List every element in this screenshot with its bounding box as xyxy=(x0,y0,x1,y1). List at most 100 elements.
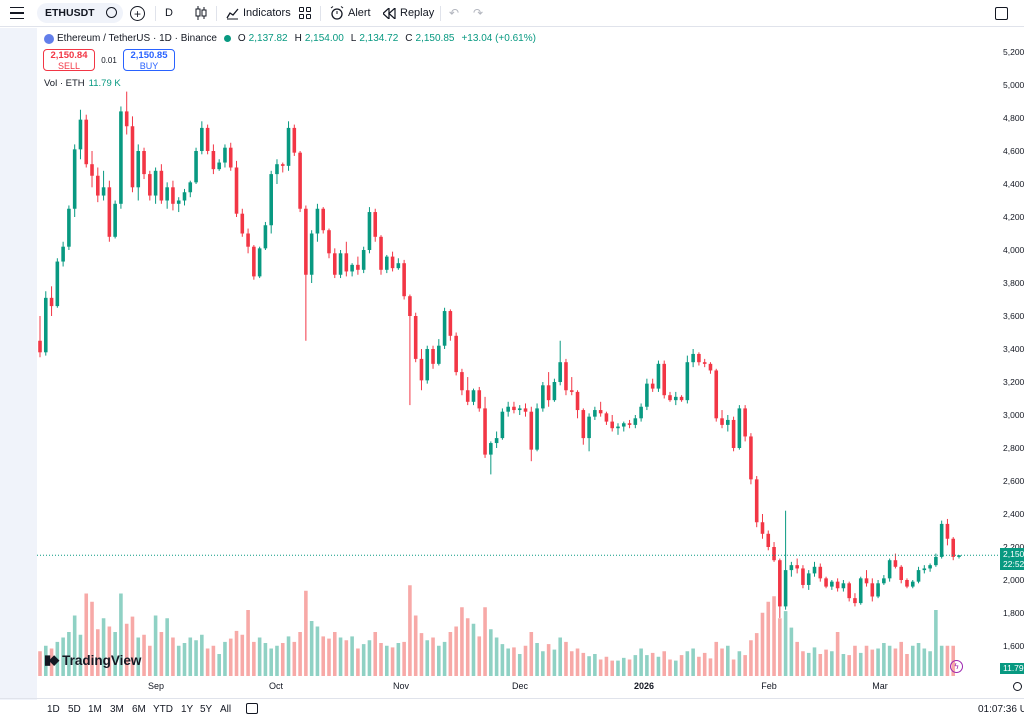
candle-body xyxy=(408,296,412,316)
candle xyxy=(708,362,713,374)
candle xyxy=(240,208,245,237)
range-button-all[interactable]: All xyxy=(220,704,232,715)
volume-bar xyxy=(673,660,678,676)
candle-body xyxy=(893,560,898,567)
volume-bar xyxy=(639,648,643,676)
candle xyxy=(350,263,354,277)
volume-bar xyxy=(460,607,464,676)
tradingview-logo[interactable]: ▮◆ TradingView xyxy=(44,652,141,668)
volume-bar xyxy=(257,637,262,676)
range-button-1m[interactable]: 1M xyxy=(88,704,102,715)
volume-bar xyxy=(367,640,372,676)
buy-button[interactable]: 2,150.85 BUY xyxy=(123,49,175,71)
volume-bar xyxy=(350,636,354,676)
candle xyxy=(506,401,510,417)
volume-bar xyxy=(217,654,221,676)
candle-body xyxy=(506,406,510,412)
candle xyxy=(321,207,326,234)
candle xyxy=(292,124,297,156)
volume-bar xyxy=(743,655,747,676)
candle-body xyxy=(321,208,326,231)
axis-settings-icon[interactable] xyxy=(1013,682,1022,691)
candle xyxy=(494,431,499,448)
volume-bar xyxy=(275,645,279,676)
candle xyxy=(616,423,620,435)
volume-bar xyxy=(298,632,302,676)
volume-bar xyxy=(864,645,869,676)
volume-bar xyxy=(465,618,470,676)
range-button-1y[interactable]: 1Y xyxy=(181,704,194,715)
date-range-icon[interactable] xyxy=(246,703,258,714)
sell-price: 2,150.84 xyxy=(50,50,88,61)
candle-body xyxy=(598,410,603,414)
price-axis[interactable]: 5,200 5,000 4,800 4,600 4,400 4,200 4,000 3,800… xyxy=(1000,28,1024,678)
candle-body xyxy=(697,353,701,363)
symbol-search-button[interactable]: ETHUSDT xyxy=(37,3,123,23)
candle xyxy=(766,530,771,551)
menu-icon[interactable] xyxy=(10,7,24,19)
layout-icon[interactable] xyxy=(299,7,311,19)
buy-label: BUY xyxy=(139,61,159,71)
range-button-3m[interactable]: 3M xyxy=(110,704,124,715)
candle xyxy=(853,593,857,607)
candle-body xyxy=(188,182,193,193)
candle-body xyxy=(124,111,129,127)
time-axis[interactable]: Sep Oct Nov Dec 2026 Feb Mar xyxy=(37,678,1000,698)
candle-body xyxy=(581,410,586,439)
volume-bar xyxy=(361,644,366,676)
volume-bar xyxy=(506,648,510,676)
fullscreen-icon[interactable] xyxy=(995,7,1008,20)
range-button-5y[interactable]: 5Y xyxy=(200,704,213,715)
candle-body xyxy=(344,253,349,272)
replay-button[interactable]: Replay xyxy=(383,3,434,23)
candle-body xyxy=(263,225,268,249)
candle-body xyxy=(864,578,869,584)
candle-body xyxy=(240,213,245,234)
volume-bar xyxy=(494,637,499,676)
candle-body xyxy=(760,522,765,534)
candle xyxy=(119,106,123,209)
volume-legend[interactable]: Vol · ETH 11.79 K xyxy=(44,78,121,89)
time-axis-label: Oct xyxy=(268,681,284,691)
candle xyxy=(315,203,320,242)
bolt-icon[interactable]: ϟ xyxy=(950,660,963,673)
add-symbol-icon[interactable]: + xyxy=(130,6,145,21)
interval-button[interactable]: D xyxy=(165,3,173,23)
candle xyxy=(824,576,828,589)
candle-body xyxy=(159,170,164,201)
undo-icon[interactable]: ↶ xyxy=(449,6,460,20)
volume-bar xyxy=(61,637,65,676)
indicators-button[interactable]: Indicators xyxy=(226,3,291,23)
candle xyxy=(691,349,695,368)
candle xyxy=(726,415,730,432)
range-button-1d[interactable]: 1D xyxy=(47,704,60,715)
interval-label: D xyxy=(165,7,173,19)
candle-body xyxy=(136,151,141,188)
range-button-6m[interactable]: 6M xyxy=(132,704,146,715)
low-value: 2,134.72 xyxy=(359,33,399,44)
chart-title[interactable]: Ethereum / TetherUS · 1D · Binance xyxy=(57,33,217,44)
candle-style-icon[interactable] xyxy=(195,3,207,23)
candle xyxy=(257,246,262,279)
price-axis-label: 3,600 xyxy=(1003,311,1024,321)
sell-button[interactable]: 2,150.84 SELL xyxy=(43,49,95,71)
price-axis-label: 2,600 xyxy=(1003,476,1024,486)
range-button-ytd[interactable]: YTD xyxy=(153,704,173,715)
candle xyxy=(205,124,210,155)
drawing-toolbar xyxy=(0,28,37,700)
price-chart[interactable] xyxy=(37,28,1000,678)
range-button-5d[interactable]: 5D xyxy=(68,704,81,715)
alert-button[interactable]: Alert xyxy=(330,3,371,23)
close-value: 2,150.85 xyxy=(415,33,455,44)
redo-icon[interactable]: ↷ xyxy=(473,6,484,20)
symbol-info-icon[interactable] xyxy=(106,7,117,18)
price-axis-label: 4,800 xyxy=(1003,113,1024,123)
candle-body xyxy=(257,248,262,277)
current-price-tag: 2,150.85 22:52:23 xyxy=(1000,548,1024,570)
volume-bar xyxy=(529,632,534,676)
candle-body xyxy=(714,370,719,419)
utc-clock[interactable]: 01:07:36 UTC xyxy=(978,704,1024,715)
candle-body xyxy=(385,256,389,270)
candle xyxy=(928,563,932,572)
candle xyxy=(870,578,875,602)
